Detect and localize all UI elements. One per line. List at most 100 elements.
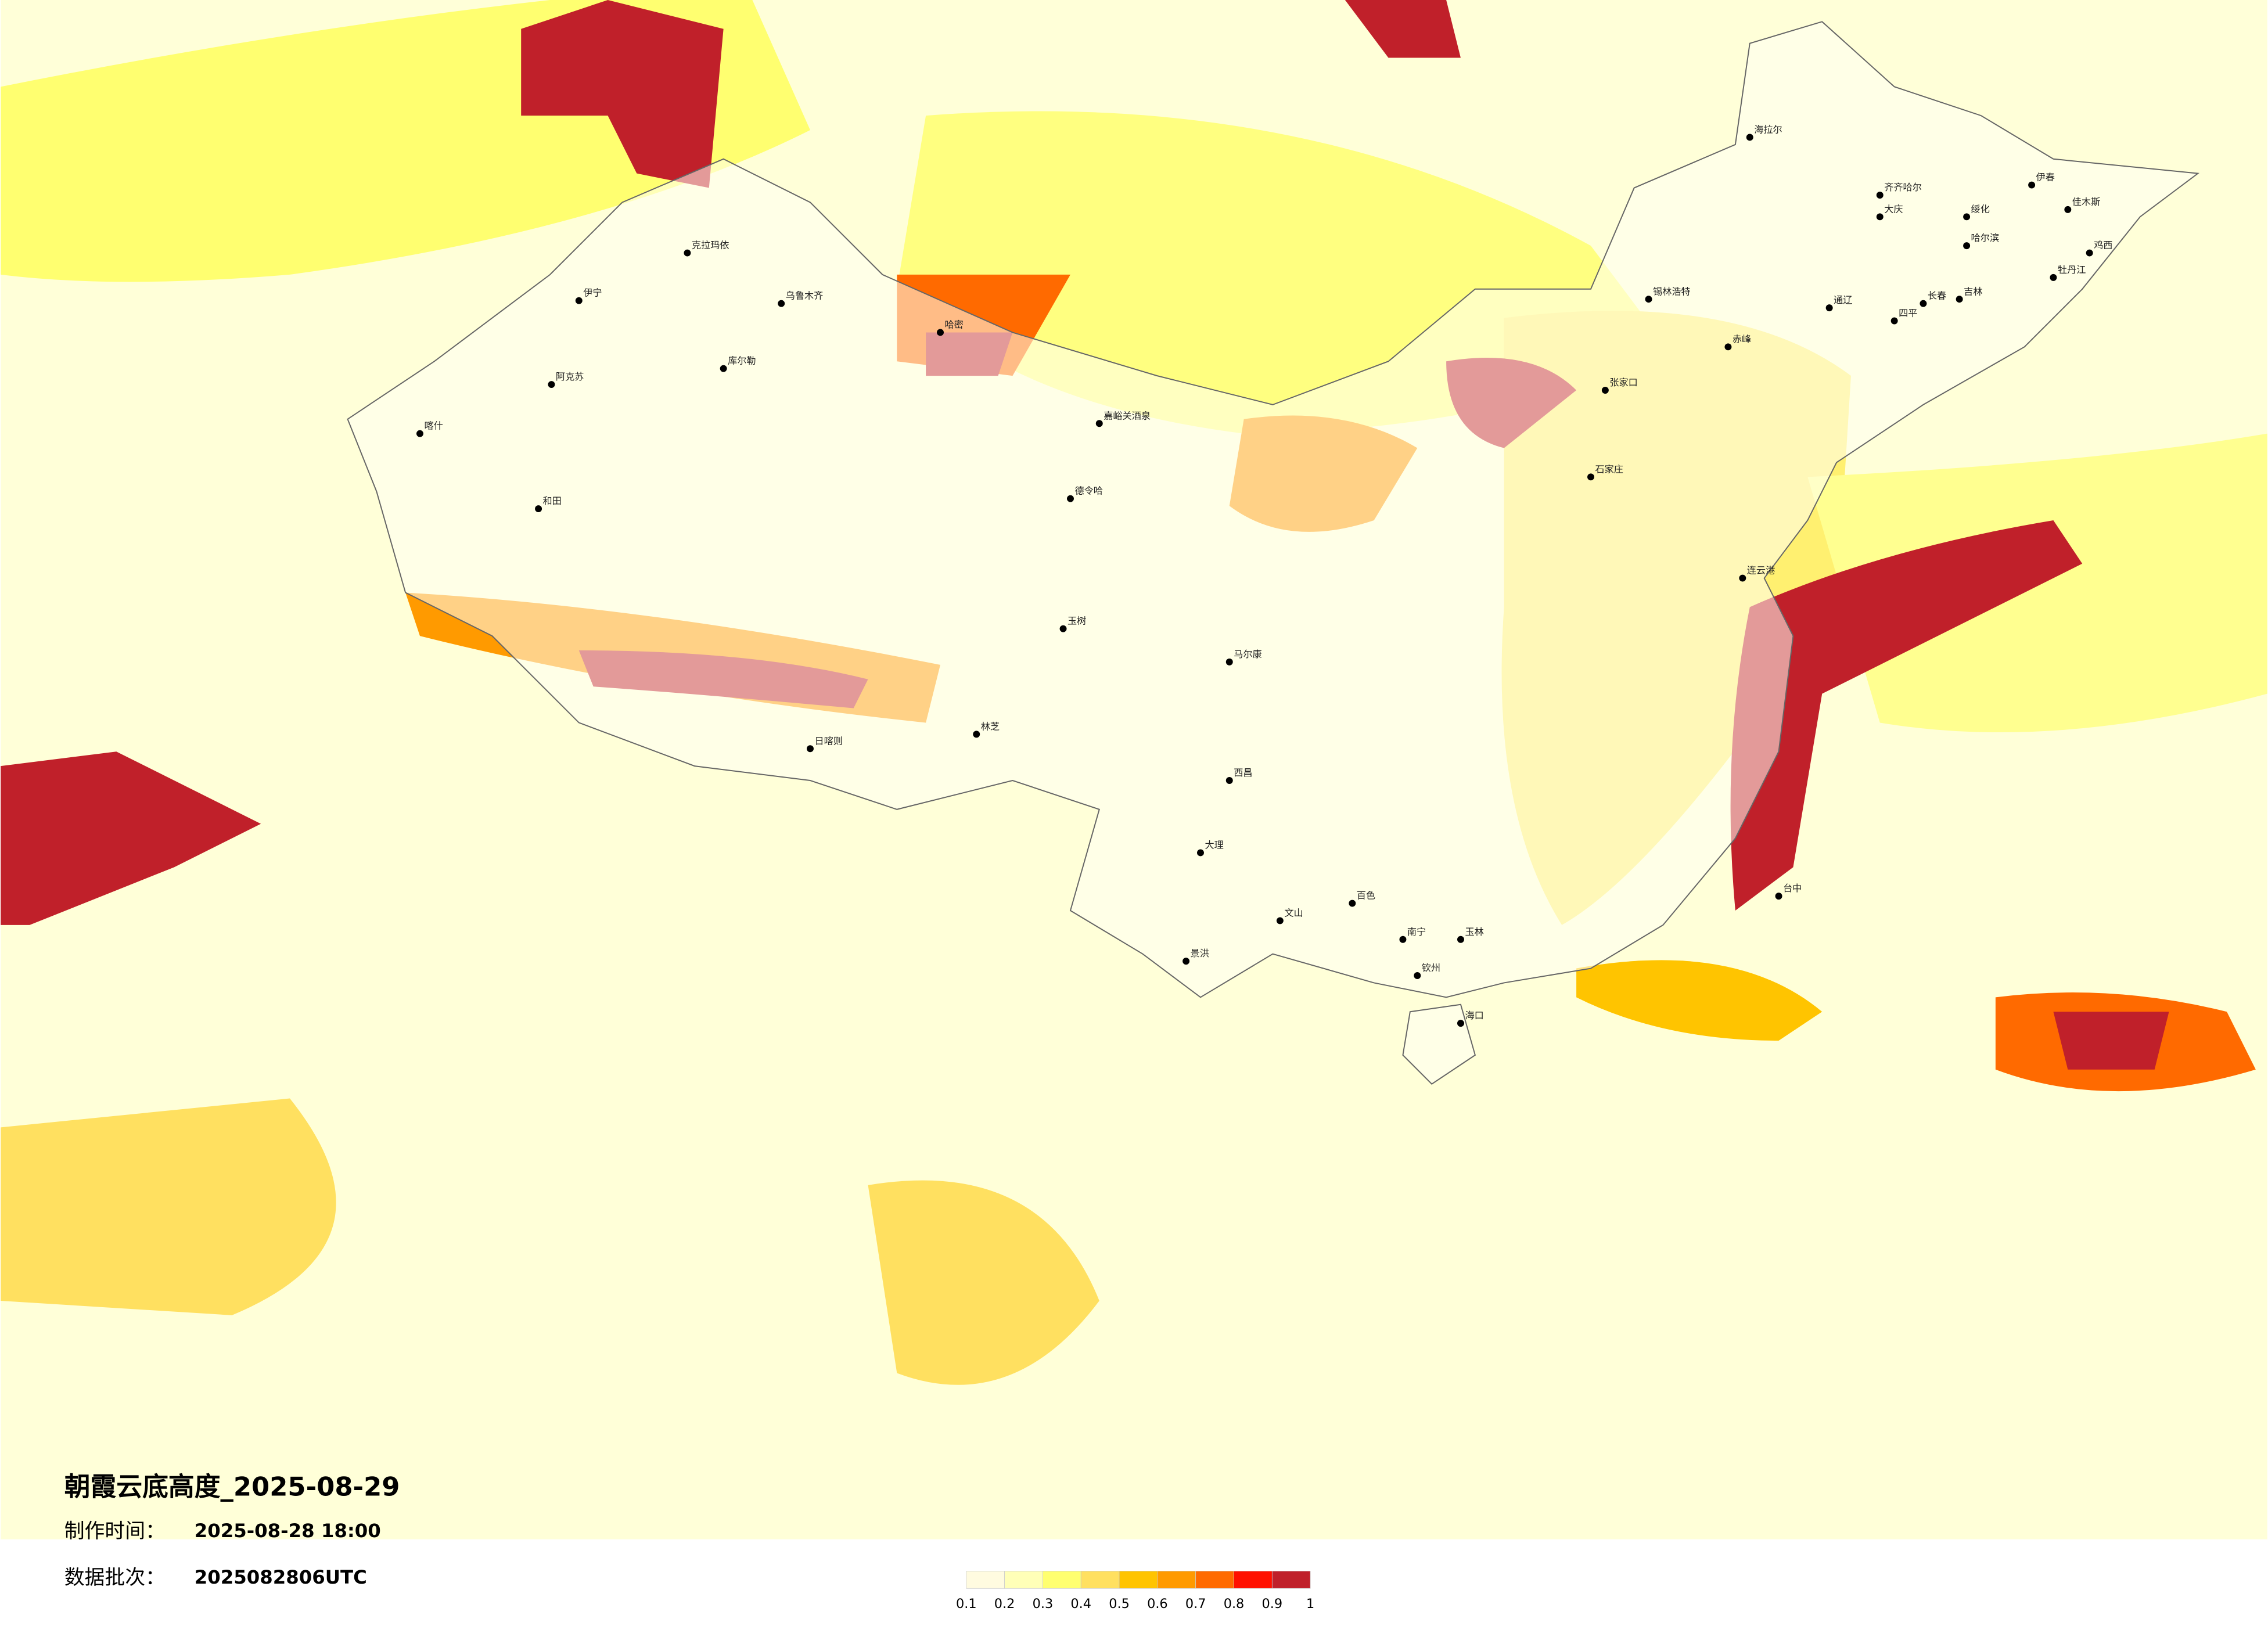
city-label: 长春 bbox=[1928, 290, 1946, 301]
city-label: 喀什 bbox=[424, 420, 443, 431]
city-label: 台中 bbox=[1783, 883, 1802, 894]
city-label: 齐齐哈尔 bbox=[1884, 182, 1922, 193]
city-dot bbox=[684, 249, 691, 257]
city-label: 阿克苏 bbox=[556, 371, 584, 382]
city-dot bbox=[1876, 192, 1884, 199]
city-dot bbox=[2028, 181, 2036, 189]
city-label: 大庆 bbox=[1884, 203, 1903, 214]
city-dot bbox=[1724, 343, 1732, 351]
city-dot bbox=[1739, 574, 1746, 582]
city-dot bbox=[1890, 317, 1898, 325]
city-dot bbox=[548, 381, 555, 388]
city-dot bbox=[1225, 658, 1233, 665]
city-dot bbox=[1414, 972, 1421, 979]
city-dot bbox=[575, 297, 583, 304]
legend-tick-label: 0.2 bbox=[994, 1596, 1015, 1611]
city-dot bbox=[1956, 296, 1963, 303]
legend-tick-label: 0.1 bbox=[956, 1596, 977, 1611]
city-label: 鸡西 bbox=[2094, 240, 2112, 251]
city-label: 海口 bbox=[1465, 1010, 1483, 1021]
city-dot bbox=[720, 365, 727, 372]
legend-swatch bbox=[1195, 1571, 1234, 1589]
city-label: 锡林浩特 bbox=[1653, 286, 1691, 297]
legend-swatch bbox=[966, 1571, 1005, 1589]
city-dot bbox=[1457, 936, 1464, 943]
legend-tick-label: 0.9 bbox=[1262, 1596, 1283, 1611]
city-dot bbox=[1920, 300, 1927, 307]
made-value: 2025-08-28 18:00 bbox=[195, 1520, 381, 1542]
city-label: 文山 bbox=[1284, 907, 1303, 918]
city-dot bbox=[535, 505, 542, 513]
china-outline bbox=[347, 21, 2199, 1085]
city-label: 赤峰 bbox=[1733, 333, 1751, 344]
legend-tick-label: 0.8 bbox=[1224, 1596, 1245, 1611]
city-label: 大理 bbox=[1205, 840, 1223, 851]
legend-tick-label: 0.5 bbox=[1109, 1596, 1130, 1611]
city-dot bbox=[1457, 1020, 1464, 1027]
city-label: 南宁 bbox=[1407, 926, 1426, 937]
city-label: 绥化 bbox=[1971, 203, 1990, 214]
city-label: 林芝 bbox=[981, 721, 1000, 732]
city-dot bbox=[1197, 849, 1204, 857]
legend-swatch bbox=[1271, 1571, 1311, 1589]
city-label: 四平 bbox=[1899, 308, 1917, 319]
city-dot bbox=[1876, 213, 1884, 221]
city-label: 牡丹江 bbox=[2058, 264, 2086, 275]
city-dot bbox=[973, 731, 980, 738]
city-dot bbox=[416, 430, 423, 437]
city-dot bbox=[1963, 242, 1971, 250]
city-dot bbox=[2064, 206, 2072, 213]
city-dot bbox=[1601, 387, 1609, 394]
city-dot bbox=[1775, 893, 1782, 900]
city-label: 石家庄 bbox=[1595, 463, 1623, 474]
city-dot bbox=[2050, 274, 2057, 281]
legend-swatch bbox=[1043, 1571, 1081, 1589]
city-label: 通辽 bbox=[1834, 294, 1852, 305]
city-dot bbox=[1349, 900, 1356, 907]
city-label: 克拉玛依 bbox=[692, 240, 729, 251]
city-dot bbox=[1067, 495, 1074, 502]
city-dot bbox=[1399, 936, 1407, 943]
batch-label: 数据批次： bbox=[64, 1566, 166, 1589]
legend-swatch bbox=[1234, 1571, 1273, 1589]
city-dot bbox=[1746, 134, 1753, 141]
batch-value: 2025082806UTC bbox=[195, 1566, 367, 1588]
legend-swatch bbox=[1119, 1571, 1158, 1589]
city-label: 德令哈 bbox=[1074, 485, 1102, 497]
city-dot bbox=[1963, 213, 1971, 221]
legend-tick-label: 0.3 bbox=[1033, 1596, 1054, 1611]
legend-tick-label: 1 bbox=[1306, 1596, 1314, 1611]
legend-swatch bbox=[1080, 1571, 1120, 1589]
city-dot bbox=[1276, 917, 1284, 924]
city-dot bbox=[1645, 296, 1652, 303]
city-label: 张家口 bbox=[1609, 377, 1637, 388]
city-dot bbox=[1225, 777, 1233, 784]
city-label: 和田 bbox=[543, 495, 562, 506]
city-label: 库尔勒 bbox=[728, 355, 756, 366]
city-dot bbox=[2086, 249, 2093, 257]
made-label: 制作时间： bbox=[64, 1520, 166, 1543]
city-dot bbox=[778, 300, 785, 307]
city-label: 哈密 bbox=[944, 319, 963, 330]
city-dot bbox=[807, 745, 814, 753]
city-dot bbox=[1059, 625, 1067, 632]
city-label: 海拉尔 bbox=[1754, 124, 1782, 135]
legend: 0.1 0.2 0.3 0.4 0.5 0.6 0.7 0.8 0.9 1 bbox=[956, 1571, 1314, 1611]
city-label: 百色 bbox=[1357, 890, 1375, 901]
city-label: 玉林 bbox=[1465, 926, 1483, 937]
city-label: 吉林 bbox=[1964, 286, 1982, 297]
city-label: 嘉峪关酒泉 bbox=[1104, 410, 1151, 421]
city-dot bbox=[1095, 420, 1103, 427]
city-label: 伊宁 bbox=[583, 287, 602, 298]
legend-tick-label: 0.7 bbox=[1185, 1596, 1206, 1611]
city-label: 佳木斯 bbox=[2072, 196, 2100, 207]
map-title: 朝霞云底高度_2025-08-29 bbox=[64, 1472, 400, 1502]
city-dot bbox=[1825, 304, 1833, 312]
city-label: 日喀则 bbox=[814, 735, 842, 746]
legend-tick-label: 0.4 bbox=[1070, 1596, 1091, 1611]
city-label: 连云港 bbox=[1747, 565, 1775, 576]
city-dot bbox=[1182, 958, 1190, 965]
city-label: 乌鲁木齐 bbox=[786, 290, 824, 301]
city-dot bbox=[937, 329, 944, 336]
